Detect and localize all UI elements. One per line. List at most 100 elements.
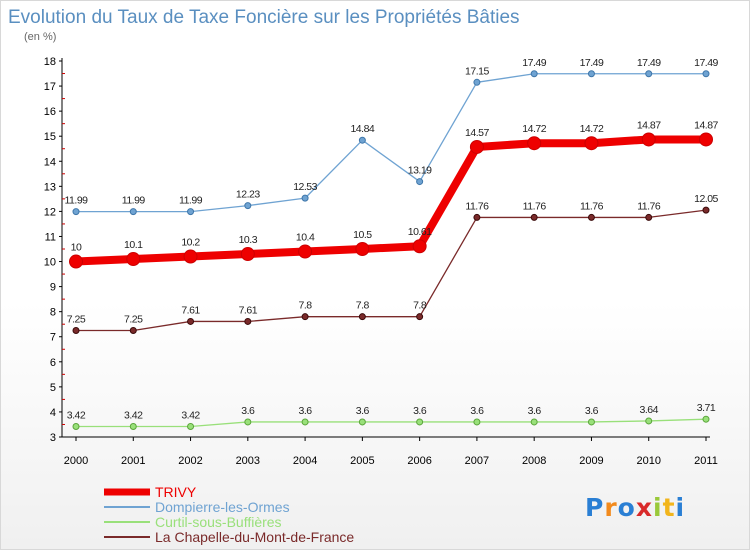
data-point bbox=[412, 239, 427, 254]
logo-letter: i bbox=[676, 493, 686, 522]
data-point bbox=[126, 252, 141, 267]
data-label: 10.3 bbox=[239, 234, 258, 246]
data-point bbox=[587, 70, 595, 78]
series-0 bbox=[69, 132, 713, 269]
data-point bbox=[584, 136, 599, 151]
data-point bbox=[244, 317, 252, 325]
data-point bbox=[358, 313, 366, 321]
data-point bbox=[358, 418, 366, 426]
y-tick-label: 9 bbox=[50, 282, 56, 294]
chart-title: Evolution du Taux de Taxe Foncière sur l… bbox=[8, 7, 520, 28]
y-tick-label: 5 bbox=[50, 382, 56, 394]
data-label: 3.42 bbox=[181, 409, 200, 421]
data-label: 14.72 bbox=[522, 123, 546, 135]
data-label: 14.87 bbox=[694, 119, 718, 131]
data-point bbox=[69, 254, 83, 269]
data-label: 3.64 bbox=[640, 404, 659, 416]
data-point bbox=[183, 249, 198, 264]
data-labels: 3.42 3.42 3.42 3.6 3.6 3.6 3.6 3.6 3.6 3.6 3.64 3.7… bbox=[65, 57, 720, 422]
x-tick-label: 2005 bbox=[350, 455, 374, 467]
data-label: 11.76 bbox=[523, 200, 547, 212]
data-label: 3.6 bbox=[356, 405, 370, 417]
logo-letter: o bbox=[618, 493, 636, 522]
series-3 bbox=[72, 206, 710, 334]
data-label: 17.15 bbox=[465, 65, 489, 77]
series-line bbox=[76, 73, 706, 213]
x-tick-label: 2008 bbox=[522, 455, 546, 467]
data-label: 3.42 bbox=[67, 409, 86, 421]
data-label: 10.61 bbox=[408, 226, 432, 238]
data-label: 17.49 bbox=[637, 57, 661, 69]
chart-subtitle: (en %) bbox=[24, 31, 56, 43]
x-tick-label: 2000 bbox=[64, 455, 88, 467]
x-tick-label: 2006 bbox=[407, 455, 431, 467]
y-tick-label: 15 bbox=[44, 131, 56, 143]
data-point bbox=[473, 418, 481, 426]
x-tick-label: 2004 bbox=[293, 455, 317, 467]
data-point bbox=[72, 208, 80, 216]
data-point bbox=[702, 415, 710, 423]
data-point bbox=[641, 132, 656, 147]
data-label: 10.5 bbox=[353, 229, 372, 241]
legend-entry: Curtil-sous-Buffières bbox=[155, 514, 282, 530]
data-point bbox=[416, 178, 424, 186]
x-tick-label: 2007 bbox=[465, 455, 489, 467]
data-point bbox=[702, 70, 710, 78]
data-point bbox=[530, 418, 538, 426]
data-label: 10.2 bbox=[181, 237, 200, 249]
x-tick-label: 2001 bbox=[121, 455, 145, 467]
data-label: 10.4 bbox=[296, 232, 315, 244]
data-label: 3.6 bbox=[585, 405, 599, 417]
data-point bbox=[530, 70, 538, 78]
data-point bbox=[587, 418, 595, 426]
data-label: 14.57 bbox=[465, 127, 489, 139]
data-point bbox=[187, 208, 195, 216]
data-label: 7.8 bbox=[356, 300, 370, 312]
proxiti-logo: Proxiti bbox=[585, 493, 685, 522]
data-point bbox=[244, 418, 252, 426]
data-point bbox=[129, 422, 137, 430]
logo-letter: P bbox=[585, 493, 604, 522]
data-point bbox=[530, 213, 538, 221]
data-label: 10.1 bbox=[124, 239, 143, 251]
data-point bbox=[301, 194, 309, 202]
legend-entry: TRIVY bbox=[155, 484, 197, 500]
data-label: 12.23 bbox=[236, 189, 260, 201]
series-layer bbox=[69, 70, 713, 430]
data-point bbox=[473, 213, 481, 221]
data-label: 3.6 bbox=[299, 405, 313, 417]
data-point bbox=[645, 70, 653, 78]
data-label: 11.76 bbox=[465, 200, 489, 212]
series-1 bbox=[72, 70, 710, 216]
data-label: 7.61 bbox=[181, 304, 200, 316]
data-point bbox=[187, 317, 195, 325]
axes: 3 4 5 6 7 8 9 10 11 12 13 14 15 16 17 18 2000 2001 2002 200… bbox=[44, 56, 718, 467]
logo-letter: t bbox=[663, 493, 676, 522]
series-2 bbox=[72, 415, 710, 430]
series-line bbox=[76, 418, 707, 428]
data-point bbox=[416, 418, 424, 426]
y-tick-label: 13 bbox=[44, 181, 56, 193]
x-tick-label: 2003 bbox=[236, 455, 260, 467]
data-point bbox=[187, 422, 195, 430]
data-label: 11.76 bbox=[637, 200, 661, 212]
x-tick-label: 2011 bbox=[694, 455, 718, 467]
y-tick-label: 18 bbox=[44, 56, 56, 68]
y-tick-label: 17 bbox=[44, 81, 56, 93]
x-tick-label: 2002 bbox=[178, 455, 202, 467]
y-tick-label: 8 bbox=[50, 307, 56, 319]
data-point bbox=[72, 422, 80, 430]
data-label: 10 bbox=[71, 242, 82, 254]
data-label: 17.49 bbox=[580, 57, 604, 69]
data-label: 7.8 bbox=[413, 300, 427, 312]
data-label: 13.19 bbox=[408, 165, 432, 177]
data-point bbox=[244, 202, 252, 210]
data-label: 3.6 bbox=[528, 405, 542, 417]
data-label: 14.72 bbox=[580, 123, 604, 135]
logo-text: Proxiti bbox=[585, 493, 685, 522]
data-point bbox=[587, 213, 595, 221]
y-tick-label: 16 bbox=[44, 106, 56, 118]
data-point bbox=[298, 244, 313, 259]
